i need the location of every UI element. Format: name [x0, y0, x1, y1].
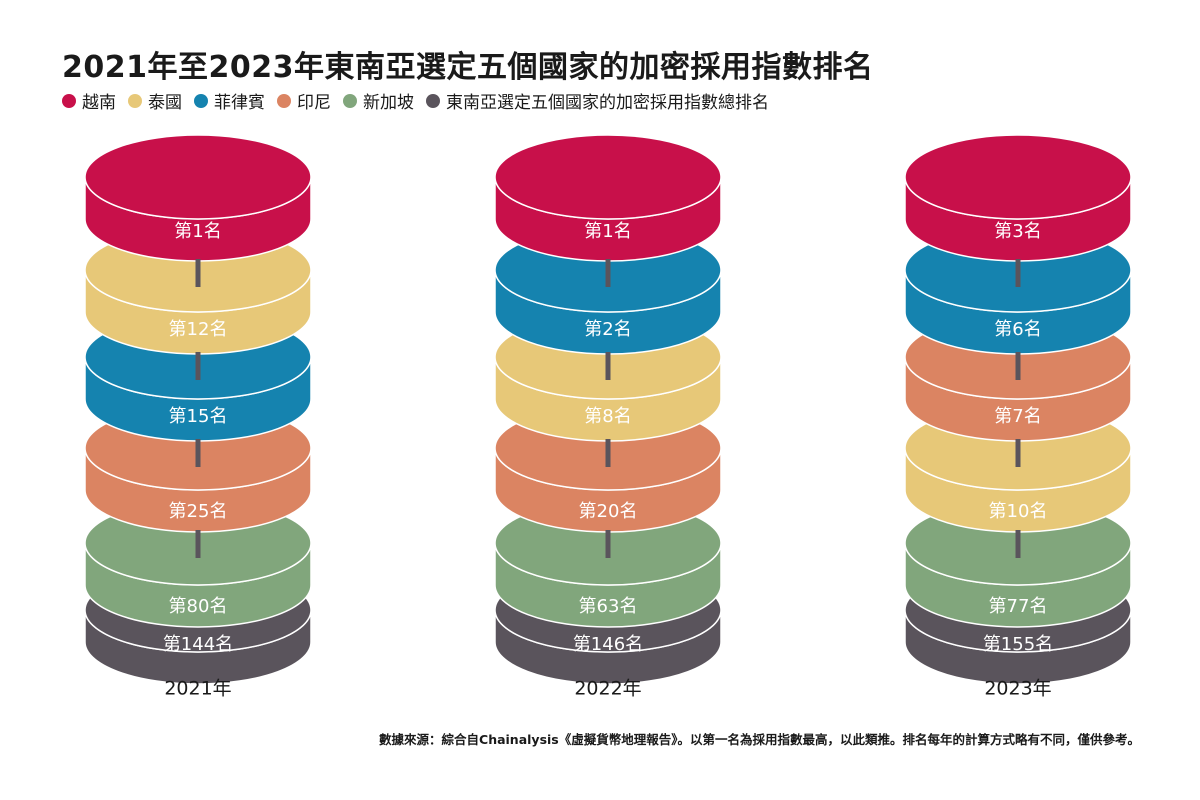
- legend-item: 印尼: [277, 88, 331, 113]
- year-label: 2022年: [574, 678, 641, 700]
- rank-label: 第6名: [994, 319, 1041, 340]
- cylinder-top: [494, 134, 722, 220]
- legend-swatch: [62, 93, 76, 108]
- legend-swatch: [426, 93, 440, 108]
- rank-label: 第8名: [584, 406, 631, 427]
- connector-post: [1015, 259, 1021, 287]
- rank-label: 第63名: [579, 596, 638, 617]
- connector-post: [605, 530, 611, 558]
- connector-post: [195, 530, 201, 558]
- connector-post: [1015, 352, 1021, 380]
- cylinder-top: [84, 134, 312, 220]
- connector-post: [605, 259, 611, 287]
- legend-label: 東南亞選定五個國家的加密採用指數總排名: [446, 93, 769, 113]
- rank-label: 第10名: [989, 501, 1048, 522]
- connector-post: [195, 439, 201, 467]
- rank-label: 第144名: [163, 634, 233, 655]
- chart-title: 2021年至2023年東南亞選定五個國家的加密採用指數排名: [62, 50, 874, 85]
- legend-label: 菲律賓: [214, 93, 265, 113]
- legend-label: 越南: [82, 93, 116, 113]
- legend-swatch: [194, 93, 208, 108]
- legend-swatch: [277, 93, 291, 108]
- tier-cylinder: [494, 134, 722, 262]
- rank-label: 第20名: [579, 501, 638, 522]
- cylinder-top: [904, 134, 1132, 220]
- legend-item: 越南: [62, 88, 116, 113]
- connector-post: [1015, 439, 1021, 467]
- rank-label: 第12名: [169, 319, 228, 340]
- rank-label: 第146名: [573, 634, 643, 655]
- rank-label: 第3名: [994, 221, 1041, 242]
- rank-label: 第1名: [584, 221, 631, 242]
- year-label: 2021年: [164, 678, 231, 700]
- legend-swatch: [343, 93, 357, 108]
- legend-swatch: [128, 93, 142, 108]
- source-note: 數據來源：綜合自Chainalysis《虛擬貨幣地理報告》。以第一名為採用指數最…: [379, 732, 1140, 747]
- rank-label: 第1名: [174, 221, 221, 242]
- connector-post: [1015, 530, 1021, 558]
- legend-label: 新加坡: [363, 93, 414, 113]
- legend: 越南 泰國 菲律賓 印尼 新加坡 東南亞選定五個國家的加密採用指數總排名: [62, 88, 769, 113]
- legend-label: 印尼: [297, 93, 331, 113]
- connector-post: [195, 352, 201, 380]
- tier-cylinder: [84, 134, 312, 262]
- rank-label: 第155名: [983, 634, 1053, 655]
- legend-label: 泰國: [148, 93, 182, 113]
- legend-item: 泰國: [128, 88, 182, 113]
- rank-label: 第77名: [989, 596, 1048, 617]
- tier-cylinder: [904, 134, 1132, 262]
- legend-item: 新加坡: [343, 88, 414, 113]
- rank-label: 第7名: [994, 406, 1041, 427]
- legend-item: 菲律賓: [194, 88, 265, 113]
- rank-label: 第80名: [169, 596, 228, 617]
- legend-item: 東南亞選定五個國家的加密採用指數總排名: [426, 88, 769, 113]
- rank-label: 第2名: [584, 319, 631, 340]
- rank-label: 第15名: [169, 406, 228, 427]
- year-label: 2023年: [984, 678, 1051, 700]
- rank-label: 第25名: [169, 501, 228, 522]
- connector-post: [605, 352, 611, 380]
- connector-post: [195, 259, 201, 287]
- connector-post: [605, 439, 611, 467]
